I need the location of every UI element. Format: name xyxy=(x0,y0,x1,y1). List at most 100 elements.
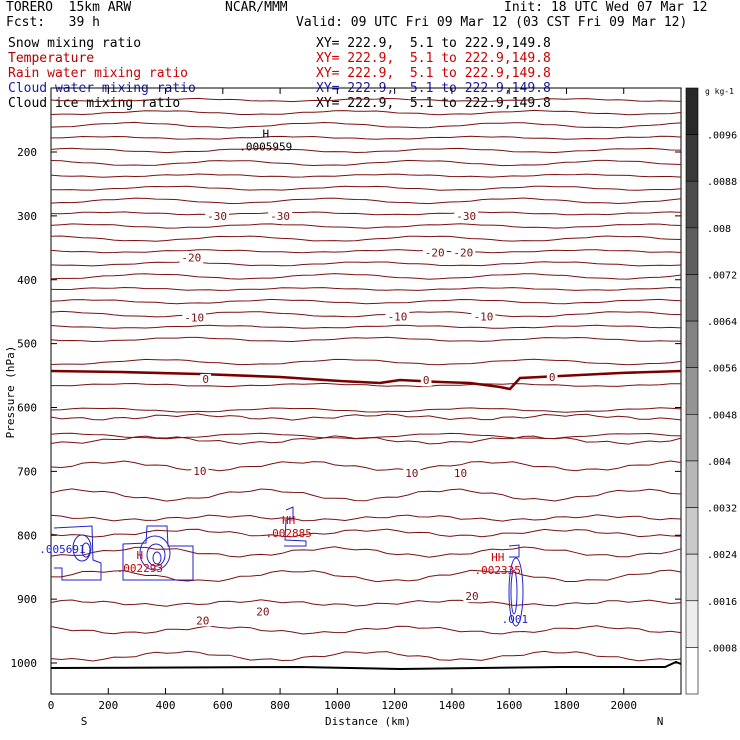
y-tick-label: 800 xyxy=(17,529,37,542)
temperature-label: -30 xyxy=(270,210,290,223)
x-tick-label: 200 xyxy=(98,699,118,712)
temp-label-bg xyxy=(254,606,272,618)
temperature-contours xyxy=(50,97,682,671)
field-temperature-xy: XY= 222.9, 5.1 to 222.9,149.8 xyxy=(316,51,551,66)
temperature-label: 20 xyxy=(465,590,478,603)
isotherm xyxy=(50,435,682,445)
isotherm xyxy=(51,569,682,583)
x-tick-label: 600 xyxy=(213,699,233,712)
title-left: TORERO 15km ARW xyxy=(6,0,132,15)
x-tick-label: 1400 xyxy=(439,699,466,712)
isotherm xyxy=(50,211,682,216)
colorbar-swatch xyxy=(685,460,699,508)
cloud-water-contour xyxy=(284,506,307,547)
max-value: .002293 xyxy=(117,562,163,575)
temp-label-bg xyxy=(194,615,212,627)
temp-label-bg xyxy=(451,467,470,479)
isotherm xyxy=(50,261,682,267)
isotherm xyxy=(50,514,682,522)
temperature-label: 20 xyxy=(256,605,269,618)
colorbar-tick-label: .004 xyxy=(707,457,731,468)
y-tick-label: 900 xyxy=(17,593,37,606)
colorbar-swatch xyxy=(685,320,699,368)
x-tick-label: 400 xyxy=(156,699,176,712)
x-tick-label: 1600 xyxy=(496,699,523,712)
y-tick-label: 1000 xyxy=(11,657,38,670)
field-rain: Rain water mixing ratio xyxy=(8,66,189,81)
temperature-label: 10 xyxy=(454,467,467,480)
field-snow-xy: XY= 222.9, 5.1 to 222.9,149.8 xyxy=(316,36,551,51)
colorbar: .0096 .0088 .008 .0072 .0064 .0056 .0048 .004 .0… xyxy=(685,87,737,695)
isotherm xyxy=(50,249,682,254)
isotherm xyxy=(50,223,682,229)
temp-label-bg xyxy=(191,465,209,477)
cloud-water-contour xyxy=(72,534,92,562)
x-tick-label: 1000 xyxy=(324,699,351,712)
colorbar-swatch xyxy=(685,553,699,602)
isotherm xyxy=(50,197,682,205)
isotherm xyxy=(50,413,682,421)
temperature-label: -20 xyxy=(181,252,201,265)
y-tick-label: 600 xyxy=(17,402,37,415)
isotherm xyxy=(50,159,682,167)
isotherm xyxy=(50,599,682,607)
colorbar-tick-label: .0024 xyxy=(707,550,737,561)
field-temperature: Temperature xyxy=(8,51,95,66)
temperature-label: -10 xyxy=(388,310,408,323)
cloud-water-contour xyxy=(510,569,518,615)
isotherm xyxy=(50,488,682,502)
temperature-label: 0 xyxy=(202,373,209,386)
colorbar-tick-label: .0072 xyxy=(707,270,737,281)
x-tick-label: 0 xyxy=(48,699,55,712)
isotherm xyxy=(51,135,682,140)
temp-label-bg xyxy=(268,211,292,223)
y-tick-label: 200 xyxy=(17,146,37,159)
south-label: S xyxy=(81,715,88,728)
max-marker: HH xyxy=(491,551,504,564)
temp-label-bg xyxy=(385,311,410,323)
cloud-water-contours xyxy=(53,506,524,627)
temperature-label: -10 xyxy=(473,310,493,323)
max-marker: H xyxy=(136,549,143,562)
isotherm xyxy=(50,121,682,129)
temperature-label: 20 xyxy=(196,614,209,627)
cloud-water-label: .001 xyxy=(502,613,529,626)
colorbar-tick-label: .0064 xyxy=(707,317,737,328)
y-tick-label: 700 xyxy=(17,465,37,478)
colorbar-swatch xyxy=(685,227,699,275)
isotherm xyxy=(50,460,682,472)
temperature-label: -30 xyxy=(456,210,476,223)
temperature-label: -30 xyxy=(207,210,227,223)
colorbar-swatch xyxy=(685,367,699,415)
cloud-water-label: .005691 xyxy=(39,543,85,556)
x-axis-label: Distance (km) xyxy=(325,715,411,728)
colorbar-tick-label: .0056 xyxy=(707,364,737,375)
temp-label-bg xyxy=(422,247,447,259)
colorbar-tick-label: .008 xyxy=(707,224,731,235)
isotherm xyxy=(50,310,682,318)
temp-label-bg xyxy=(451,247,476,259)
colorbar-swatch xyxy=(685,180,699,229)
cloud-water-contour xyxy=(508,557,524,627)
plot-frame xyxy=(50,87,682,695)
isotherm xyxy=(50,147,682,154)
y-axis-label: Pressure (hPa) xyxy=(4,346,17,439)
y-tick-label: 300 xyxy=(17,210,37,223)
isotherm xyxy=(51,185,682,191)
contour-labels: -30 -30 -30 -20 -20 -20 -10 -10 -10 0 0 0 10 10 10 20 20… xyxy=(39,127,558,627)
north-label: N xyxy=(657,715,664,728)
max-value: .002335 xyxy=(475,564,521,577)
isotherm xyxy=(50,528,682,538)
isotherm xyxy=(50,407,682,413)
temperature-label: -20 xyxy=(425,246,445,259)
temp-label-bg xyxy=(200,373,211,385)
colorbar-swatch xyxy=(685,414,699,462)
colorbar-swatch xyxy=(685,507,699,555)
isotherm xyxy=(50,235,682,242)
isotherm xyxy=(50,273,682,280)
colorbar-tick-label: .0032 xyxy=(707,504,737,515)
valid-time: Valid: 09 UTC Fri 09 Mar 12 (03 CST Fri … xyxy=(296,15,688,30)
isotherm xyxy=(50,286,682,291)
isotherm xyxy=(50,109,682,116)
isotherm xyxy=(50,336,681,343)
